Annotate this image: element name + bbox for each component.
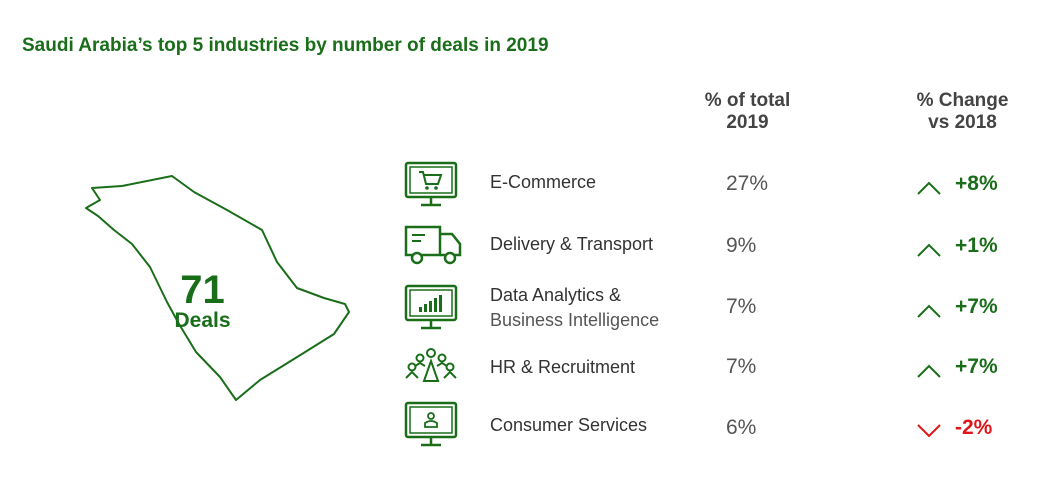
- column-header-share: % of total 2019: [680, 90, 815, 134]
- chevron-up-icon: [917, 304, 941, 318]
- saudi-arabia-map-outline: [85, 175, 350, 401]
- total-deals-number: 71: [180, 268, 225, 312]
- share-value: 27%: [726, 172, 769, 195]
- table-row: Consumer Services 6% -2%: [0, 400, 1054, 456]
- change-value: +7%: [955, 295, 998, 318]
- monitor-bar-chart-icon: [404, 284, 458, 330]
- change-value: +7%: [955, 355, 998, 378]
- industry-label: Consumer Services: [490, 413, 647, 438]
- monitor-person-icon: [404, 401, 458, 447]
- industry-label: HR & Recruitment: [490, 355, 635, 380]
- change-value: +1%: [955, 234, 998, 257]
- table-row: Delivery & Transport 9% +1%: [0, 222, 1054, 278]
- industry-label-line1: Delivery & Transport: [490, 234, 654, 254]
- change-value: -2%: [955, 416, 993, 439]
- share-value: 7%: [726, 355, 757, 378]
- industry-label: E-Commerce: [490, 170, 596, 195]
- table-row: E-Commerce 27% +8%: [0, 160, 1054, 216]
- industry-label-line1: Data Analytics &: [490, 285, 622, 305]
- share-value: 9%: [726, 234, 757, 257]
- column-header-share-line2: 2019: [726, 112, 769, 133]
- delivery-truck-icon: [404, 225, 462, 265]
- industry-label-line2: Business Intelligence: [490, 310, 660, 330]
- industry-label: Delivery & Transport: [490, 232, 653, 257]
- chart-title: Saudi Arabia’s top 5 industries by numbe…: [22, 35, 549, 56]
- table-row: HR & Recruitment 7% +7%: [0, 345, 1054, 401]
- industry-label-line1: Consumer Services: [490, 415, 648, 435]
- total-deals-label: Deals: [174, 309, 231, 332]
- chevron-up-icon: [917, 364, 941, 378]
- change-value: +8%: [955, 172, 998, 195]
- monitor-cart-icon: [404, 161, 458, 207]
- column-header-change: % Change vs 2018: [895, 90, 1030, 134]
- industry-label-line1: E-Commerce: [490, 172, 597, 192]
- chevron-down-icon: [917, 424, 941, 438]
- industry-label: Data Analytics & Business Intelligence: [490, 283, 659, 333]
- share-value: 7%: [726, 295, 757, 318]
- column-header-change-line2: vs 2018: [928, 112, 997, 133]
- chevron-up-icon: [917, 243, 941, 257]
- chevron-up-icon: [917, 181, 941, 195]
- people-group-icon: [405, 348, 457, 382]
- share-value: 6%: [726, 416, 757, 439]
- column-header-change-line1: % Change: [916, 90, 1009, 111]
- industry-label-line1: HR & Recruitment: [490, 357, 636, 377]
- table-row: Data Analytics & Business Intelligence 7…: [0, 283, 1054, 339]
- column-header-share-line1: % of total: [704, 90, 791, 111]
